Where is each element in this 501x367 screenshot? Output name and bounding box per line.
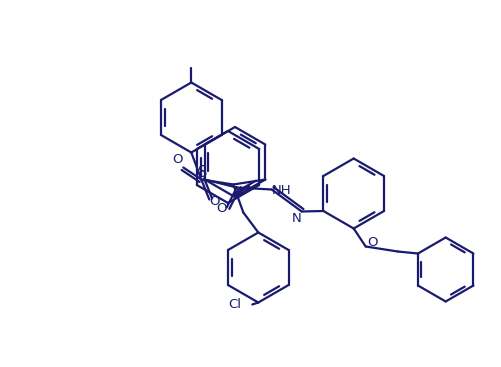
Text: S: S: [197, 165, 206, 180]
Text: Cl: Cl: [227, 298, 240, 311]
Text: N: N: [232, 185, 241, 198]
Text: NH: NH: [272, 184, 291, 197]
Text: O: O: [208, 195, 219, 208]
Text: N: N: [291, 212, 301, 225]
Text: O: O: [216, 202, 226, 215]
Text: O: O: [367, 236, 377, 249]
Text: O: O: [172, 153, 182, 166]
